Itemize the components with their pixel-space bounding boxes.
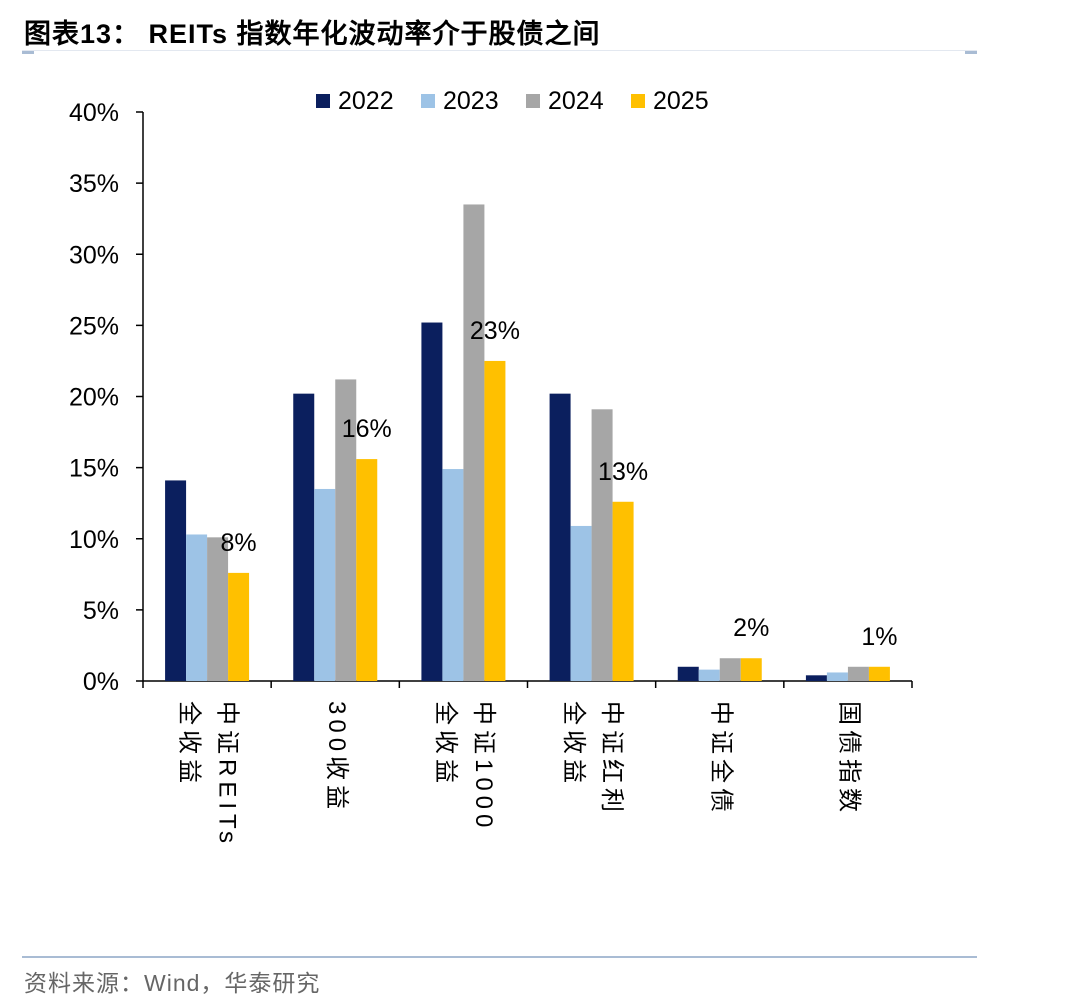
title-divider <box>22 50 977 51</box>
category-label: 全收益 <box>176 701 203 788</box>
bar-2023 <box>698 669 720 681</box>
y-tick-label: 25% <box>69 312 119 340</box>
category-label: 中证红利 <box>598 701 625 817</box>
data-label: 1% <box>861 623 897 651</box>
legend-swatch-2023 <box>421 94 435 108</box>
bar-2022 <box>165 480 187 681</box>
bar-2023 <box>314 488 336 681</box>
bar-2025 <box>612 501 634 681</box>
y-tick-label: 0% <box>83 668 119 696</box>
bar-2023 <box>570 525 592 681</box>
legend-label-2023: 2023 <box>443 87 499 115</box>
bar-2024 <box>207 537 229 681</box>
bar-2023 <box>186 534 208 681</box>
legend-label-2025: 2025 <box>653 87 709 115</box>
category-label: 国债指数 <box>836 701 863 817</box>
category-label: 全收益 <box>432 701 459 788</box>
data-label: 2% <box>733 614 769 642</box>
data-label: 8% <box>221 529 257 557</box>
legend-swatch-2024 <box>526 94 540 108</box>
legend-label-2022: 2022 <box>338 87 394 115</box>
bar-2025 <box>740 658 762 681</box>
title-divider-tick-right <box>965 51 977 54</box>
legend-swatch-2022 <box>316 94 330 108</box>
legend-label-2024: 2024 <box>548 87 604 115</box>
title-divider-tick-left <box>22 51 34 54</box>
bar-2024 <box>719 658 741 681</box>
category-label: 300收益 <box>323 701 350 814</box>
bar-2022 <box>421 322 443 681</box>
category-label: 全收益 <box>560 701 587 788</box>
y-tick-label: 40% <box>69 99 119 127</box>
category-label: 中证REITs <box>214 701 241 848</box>
bar-2022 <box>549 393 571 681</box>
bar-2024 <box>463 204 485 681</box>
bar-2025 <box>868 666 890 681</box>
y-tick-label: 35% <box>69 170 119 198</box>
source-note: 资料来源：Wind，华泰研究 <box>24 970 321 996</box>
y-tick-label: 15% <box>69 455 119 483</box>
legend-swatch-2025 <box>631 94 645 108</box>
chart-title: 图表13： REITs 指数年化波动率介于股债之间 <box>24 19 601 49</box>
bar-2023 <box>442 469 464 681</box>
bar-2024 <box>847 666 869 681</box>
category-label: 中证1000 <box>470 701 497 832</box>
bar-2025 <box>484 360 506 681</box>
y-tick-label: 10% <box>69 526 119 554</box>
bar-2023 <box>826 672 848 681</box>
y-tick-label: 20% <box>69 384 119 412</box>
y-tick-label: 5% <box>83 597 119 625</box>
bar-2022 <box>677 666 699 681</box>
data-label: 16% <box>342 415 392 443</box>
data-label: 13% <box>598 458 648 486</box>
bar-2025 <box>356 459 378 681</box>
y-tick-label: 30% <box>69 241 119 269</box>
bar-2024 <box>591 409 613 681</box>
bar-2022 <box>805 675 827 681</box>
bar-2024 <box>335 379 357 681</box>
footer-divider <box>22 956 977 958</box>
bar-chart: 0%5%10%15%20%25%30%35%40%8%全收益 中证REITs16%… <box>69 87 913 848</box>
bar-2025 <box>228 572 250 681</box>
category-label: 中证全债 <box>707 701 734 817</box>
bar-2022 <box>293 393 315 681</box>
data-label: 23% <box>470 317 520 345</box>
